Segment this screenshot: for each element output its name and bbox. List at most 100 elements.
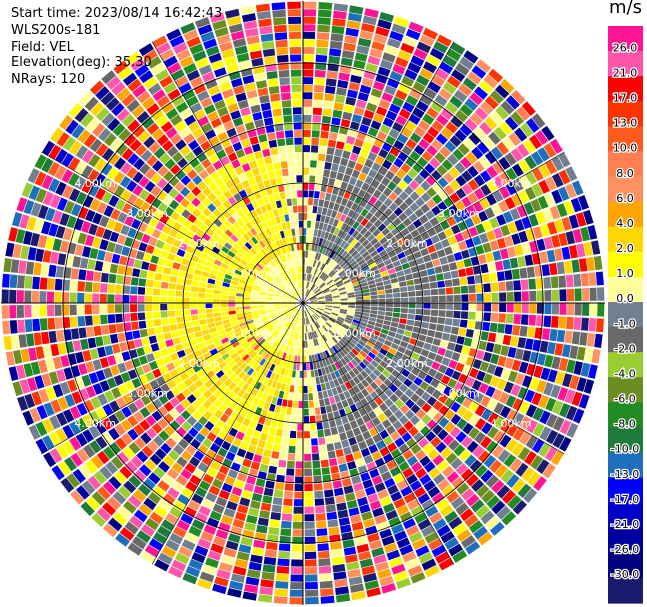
ray-gate bbox=[297, 317, 300, 325]
ray-gate bbox=[242, 529, 255, 539]
ray-gate bbox=[406, 343, 416, 352]
ray-gate bbox=[390, 448, 402, 459]
ray-gate bbox=[287, 313, 293, 320]
ray-gate bbox=[343, 485, 354, 495]
ray-gate bbox=[95, 421, 107, 435]
ray-gate bbox=[274, 307, 282, 311]
ray-gate bbox=[251, 236, 259, 245]
ray-gate bbox=[491, 500, 506, 515]
ray-gate bbox=[138, 242, 148, 252]
ray-gate bbox=[267, 78, 279, 87]
ray-gate bbox=[92, 123, 106, 137]
ray-gate bbox=[519, 401, 531, 415]
ray-gate bbox=[455, 175, 467, 187]
ray-gate bbox=[150, 185, 162, 197]
ray-gate bbox=[437, 460, 450, 472]
ray-gate bbox=[362, 292, 370, 297]
ray-gate bbox=[294, 491, 303, 499]
ray-gate bbox=[462, 77, 477, 91]
ray-gate bbox=[367, 127, 379, 137]
ray-gate bbox=[477, 531, 493, 546]
ray-gate bbox=[559, 289, 567, 302]
ray-gate bbox=[89, 138, 103, 153]
ray-gate bbox=[312, 385, 318, 393]
ray-gate bbox=[177, 382, 187, 392]
ray-gate bbox=[468, 520, 484, 534]
ray-gate bbox=[261, 350, 268, 358]
ray-gate bbox=[31, 391, 43, 406]
ray-gate bbox=[347, 236, 355, 244]
ray-gate bbox=[325, 301, 333, 303]
ray-gate bbox=[417, 156, 428, 168]
ray-gate bbox=[455, 502, 469, 516]
ray-gate bbox=[227, 360, 236, 369]
ray-gate bbox=[325, 305, 333, 308]
ray-gate bbox=[250, 305, 258, 309]
ray-gate bbox=[308, 198, 314, 206]
ray-gate bbox=[398, 443, 410, 454]
ray-gate bbox=[351, 114, 363, 124]
ray-gate bbox=[443, 271, 452, 280]
ray-gate bbox=[152, 311, 161, 319]
ray-gate bbox=[489, 111, 504, 125]
ray-gate bbox=[314, 244, 319, 252]
ray-gate bbox=[188, 121, 200, 132]
ray-gate bbox=[446, 471, 460, 484]
ray-gate bbox=[312, 251, 317, 260]
ray-gate bbox=[137, 295, 145, 303]
ray-gate bbox=[268, 86, 280, 95]
ray-gate bbox=[448, 359, 458, 370]
ray-gate bbox=[517, 386, 528, 400]
ray-gate bbox=[365, 437, 375, 447]
ray-gate bbox=[312, 276, 317, 283]
ray-gate bbox=[145, 193, 156, 205]
ray-gate bbox=[322, 286, 329, 292]
ray-gate bbox=[596, 318, 604, 333]
ray-gate bbox=[559, 303, 567, 315]
ray-gate bbox=[118, 506, 132, 520]
ray-gate bbox=[333, 236, 340, 244]
ray-gate bbox=[331, 336, 338, 344]
ray-gate bbox=[193, 468, 205, 479]
ray-gate bbox=[239, 189, 248, 199]
ray-gate bbox=[322, 314, 329, 319]
ray-gate bbox=[139, 328, 148, 338]
ray-gate bbox=[214, 27, 229, 38]
ray-gate bbox=[201, 455, 213, 466]
ray-gate bbox=[544, 303, 552, 315]
ray-gate bbox=[264, 278, 272, 285]
ray-gate bbox=[89, 198, 101, 211]
ray-gate bbox=[388, 192, 398, 202]
ray-gate bbox=[313, 286, 319, 293]
ray-gate bbox=[56, 330, 65, 342]
ray-gate bbox=[338, 517, 350, 526]
ray-gate bbox=[435, 441, 447, 453]
ray-gate bbox=[216, 254, 225, 262]
ray-gate bbox=[162, 474, 175, 486]
ray-gate bbox=[424, 565, 440, 578]
ray-gate bbox=[197, 444, 209, 455]
ray-gate bbox=[559, 403, 571, 418]
ray-gate bbox=[214, 576, 229, 587]
ray-gate bbox=[261, 393, 268, 402]
ray-gate bbox=[222, 258, 231, 266]
ray-gate bbox=[268, 346, 275, 354]
ray-gate bbox=[355, 269, 363, 276]
ray-gate bbox=[289, 430, 297, 439]
ray-gate bbox=[275, 240, 281, 248]
ray-gate bbox=[308, 282, 312, 290]
ray-gate bbox=[174, 181, 185, 192]
ray-gate bbox=[311, 243, 315, 252]
ray-gate bbox=[421, 276, 429, 284]
ray-gate bbox=[113, 171, 125, 184]
ray-gate bbox=[582, 303, 590, 316]
ray-gate bbox=[416, 41, 432, 54]
ray-gate bbox=[431, 303, 439, 310]
ray-gate bbox=[507, 246, 517, 258]
ray-gate bbox=[414, 284, 423, 291]
ray-gate bbox=[195, 17, 210, 29]
ray-gate bbox=[408, 21, 424, 34]
ray-gate bbox=[283, 319, 289, 326]
ray-gate bbox=[368, 195, 378, 205]
ray-gate bbox=[329, 271, 336, 278]
